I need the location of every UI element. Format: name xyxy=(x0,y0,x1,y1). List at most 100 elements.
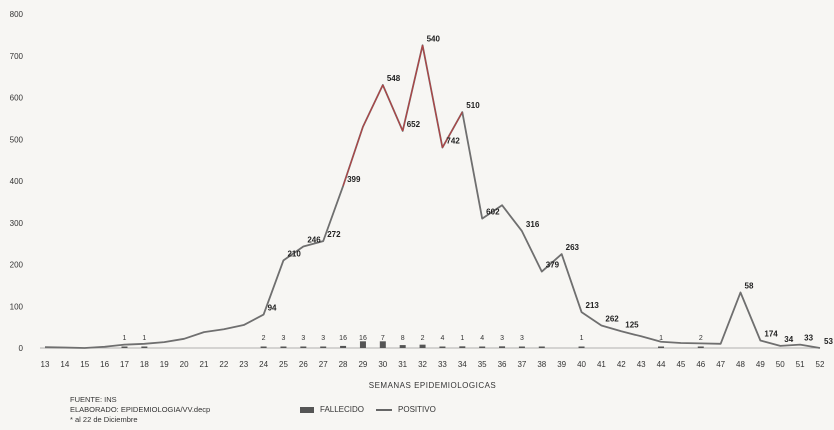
deceased-data-label: 16 xyxy=(339,335,347,342)
prepared-by-line: ELABORADO: EPIDEMIOLOGIA/VV.decp xyxy=(70,405,211,414)
positive-data-label: 33 xyxy=(804,334,813,343)
deceased-data-label: 3 xyxy=(301,335,305,342)
source-line: FUENTE: INS xyxy=(70,395,117,404)
x-tick-label: 47 xyxy=(716,360,725,369)
positive-data-label: 548 xyxy=(387,74,401,83)
positive-data-label: 246 xyxy=(307,236,321,245)
y-tick-label: 700 xyxy=(10,52,24,61)
positive-data-label: 602 xyxy=(486,208,500,217)
positive-data-label: 53 xyxy=(824,337,833,346)
deceased-data-label: 1 xyxy=(580,335,584,342)
positive-data-label: 262 xyxy=(605,314,619,323)
deceased-data-label: 3 xyxy=(520,335,524,342)
x-tick-label: 38 xyxy=(537,360,546,369)
deceased-bar xyxy=(658,346,665,348)
deceased-bar xyxy=(260,346,267,348)
deceased-data-label: 3 xyxy=(500,335,504,342)
source-notes: FUENTE: INS ELABORADO: EPIDEMIOLOGIA/VV.… xyxy=(70,395,210,425)
deceased-bar xyxy=(518,346,525,348)
x-tick-label: 45 xyxy=(676,360,685,369)
positive-data-label: 316 xyxy=(526,220,540,229)
legend-swatch-fallecido xyxy=(300,406,314,413)
positive-data-label: 652 xyxy=(407,120,421,129)
y-tick-label: 300 xyxy=(10,219,24,228)
positive-data-label: 510 xyxy=(466,101,480,110)
deceased-data-label: 3 xyxy=(321,335,325,342)
x-tick-label: 18 xyxy=(140,360,149,369)
positive-data-label: 174 xyxy=(764,329,778,338)
x-tick-label: 40 xyxy=(577,360,586,369)
deceased-bar xyxy=(379,341,386,348)
y-tick-label: 100 xyxy=(10,302,24,311)
positive-data-label: 125 xyxy=(625,320,639,329)
x-tick-label: 30 xyxy=(378,360,387,369)
deceased-bar xyxy=(300,346,307,348)
deceased-data-label: 3 xyxy=(282,335,286,342)
positive-data-label: 34 xyxy=(784,335,793,344)
x-tick-label: 35 xyxy=(478,360,487,369)
x-tick-label: 50 xyxy=(776,360,785,369)
legend-label-positivo: POSITIVO xyxy=(398,405,436,414)
deceased-bar xyxy=(499,346,506,348)
x-tick-label: 20 xyxy=(180,360,189,369)
positive-line-accent xyxy=(382,84,404,132)
positive-line-accent xyxy=(421,45,444,148)
positive-data-label: 540 xyxy=(427,34,441,43)
legend-swatch-positivo xyxy=(376,408,393,411)
positive-data-label: 58 xyxy=(745,281,754,290)
deceased-bar xyxy=(459,346,466,348)
deceased-data-label: 1 xyxy=(142,335,146,342)
deceased-bar xyxy=(578,346,585,348)
y-tick-label: 600 xyxy=(10,94,24,103)
x-tick-label: 51 xyxy=(796,360,805,369)
x-tick-label: 17 xyxy=(120,360,129,369)
deceased-data-label: 2 xyxy=(699,335,703,342)
x-tick-label: 23 xyxy=(239,360,248,369)
deceased-bar xyxy=(419,344,426,348)
x-tick-label: 37 xyxy=(517,360,526,369)
deceased-data-label: 1 xyxy=(460,335,464,342)
x-tick-label: 22 xyxy=(219,360,228,369)
x-tick-label: 27 xyxy=(319,360,328,369)
x-tick-label: 42 xyxy=(617,360,626,369)
x-axis-label: SEMANAS EPIDEMIOLOGICAS xyxy=(369,381,497,390)
positive-data-label: 399 xyxy=(347,175,361,184)
x-tick-label: 43 xyxy=(637,360,646,369)
x-tick-label: 29 xyxy=(358,360,367,369)
x-tick-label: 34 xyxy=(458,360,467,369)
y-tick-label: 200 xyxy=(10,261,24,270)
x-tick-label: 33 xyxy=(438,360,447,369)
positive-data-label: 210 xyxy=(287,249,301,258)
deceased-bar xyxy=(439,346,446,348)
deceased-data-label: 1 xyxy=(123,335,127,342)
positive-data-label: 742 xyxy=(446,137,460,146)
x-tick-label: 48 xyxy=(736,360,745,369)
y-tick-label: 500 xyxy=(10,135,24,144)
x-tick-label: 19 xyxy=(160,360,169,369)
y-tick-label: 400 xyxy=(10,177,24,186)
legend-label-fallecido: FALLECIDO xyxy=(320,405,365,414)
x-tick-label: 31 xyxy=(398,360,407,369)
x-tick-label: 26 xyxy=(299,360,308,369)
x-tick-label: 36 xyxy=(498,360,507,369)
x-tick-label: 46 xyxy=(696,360,705,369)
positive-data-label: 379 xyxy=(546,261,560,270)
x-tick-label: 52 xyxy=(816,360,825,369)
x-tick-label: 14 xyxy=(60,360,69,369)
positive-line-accent xyxy=(362,84,384,127)
date-note-line: * al 22 de Diciembre xyxy=(70,415,138,424)
deceased-data-label: 8 xyxy=(401,335,405,342)
deceased-data-label: 2 xyxy=(421,335,425,342)
x-tick-label: 13 xyxy=(41,360,50,369)
x-tick-label: 49 xyxy=(756,360,765,369)
deceased-bar xyxy=(320,346,327,348)
positive-line xyxy=(44,44,821,349)
deceased-data-label: 4 xyxy=(480,335,484,342)
x-tick-label: 28 xyxy=(339,360,348,369)
positive-data-label: 213 xyxy=(586,301,600,310)
deceased-bar xyxy=(280,346,287,348)
deceased-bar xyxy=(399,345,406,348)
deceased-bar xyxy=(340,345,347,348)
deceased-data-label: 4 xyxy=(440,335,444,342)
